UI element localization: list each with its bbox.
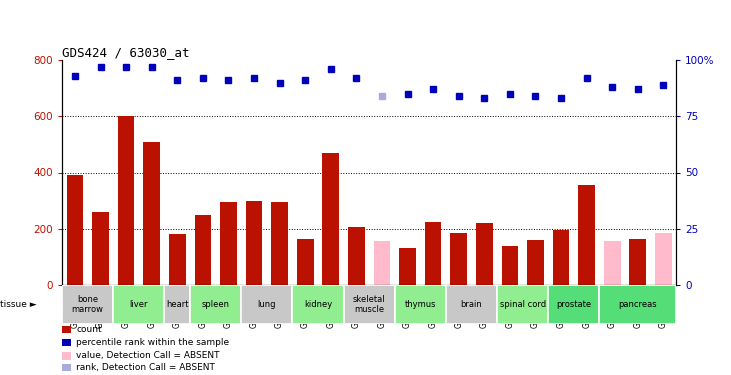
Bar <box>297 238 314 285</box>
Text: rank, Detection Call = ABSENT: rank, Detection Call = ABSENT <box>76 363 215 372</box>
Bar <box>169 234 186 285</box>
Bar <box>655 233 672 285</box>
Text: thymus: thymus <box>404 300 436 309</box>
Bar <box>395 285 446 324</box>
Bar <box>399 249 416 285</box>
Bar <box>164 285 190 324</box>
Bar <box>450 233 467 285</box>
Bar <box>344 285 395 324</box>
Text: heart: heart <box>166 300 189 309</box>
Text: skeletal
muscle: skeletal muscle <box>353 295 385 314</box>
Bar <box>629 238 646 285</box>
Bar <box>476 223 493 285</box>
Text: percentile rank within the sample: percentile rank within the sample <box>76 338 230 347</box>
Bar <box>241 285 292 324</box>
Bar <box>62 339 72 346</box>
Bar <box>425 222 442 285</box>
Text: tissue ►: tissue ► <box>0 300 37 309</box>
Bar <box>604 242 621 285</box>
Bar <box>322 153 339 285</box>
Text: liver: liver <box>129 300 148 309</box>
Text: pancreas: pancreas <box>618 300 657 309</box>
Bar <box>194 214 211 285</box>
Bar <box>348 227 365 285</box>
Text: spinal cord: spinal cord <box>499 300 546 309</box>
Text: bone
marrow: bone marrow <box>72 295 104 314</box>
Bar <box>118 116 135 285</box>
Text: prostate: prostate <box>556 300 591 309</box>
Bar <box>143 142 160 285</box>
Bar <box>246 201 262 285</box>
Bar <box>62 352 72 360</box>
Bar <box>548 285 599 324</box>
Bar <box>62 326 72 333</box>
Bar <box>113 285 164 324</box>
Text: GDS424 / 63030_at: GDS424 / 63030_at <box>62 46 189 59</box>
Bar <box>292 285 344 324</box>
Bar <box>501 246 518 285</box>
Bar <box>62 285 113 324</box>
Text: spleen: spleen <box>202 300 230 309</box>
Bar <box>553 230 569 285</box>
Bar <box>446 285 497 324</box>
Bar <box>497 285 548 324</box>
Text: value, Detection Call = ABSENT: value, Detection Call = ABSENT <box>76 351 219 360</box>
Bar <box>578 185 595 285</box>
Bar <box>62 364 72 372</box>
Bar <box>374 242 390 285</box>
Bar <box>190 285 241 324</box>
Bar <box>599 285 676 324</box>
Text: kidney: kidney <box>304 300 332 309</box>
Text: brain: brain <box>461 300 482 309</box>
Bar <box>67 176 83 285</box>
Bar <box>220 202 237 285</box>
Bar <box>271 202 288 285</box>
Bar <box>527 240 544 285</box>
Bar <box>92 212 109 285</box>
Text: count: count <box>76 325 102 334</box>
Text: lung: lung <box>257 300 276 309</box>
